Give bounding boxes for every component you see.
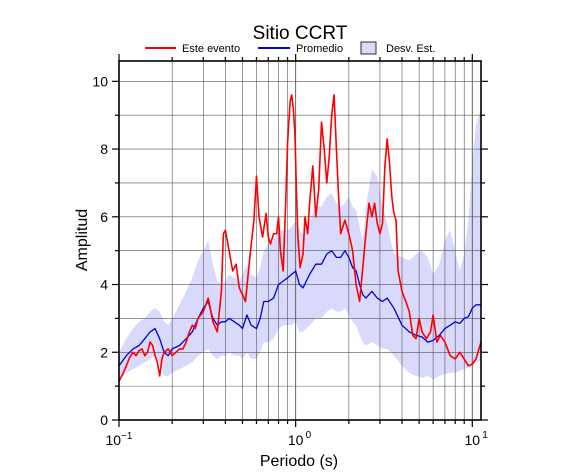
legend-label-band: Desv. Est. [386, 43, 435, 55]
std-band [119, 108, 481, 380]
x-axis-label: Periodo (s) [260, 453, 338, 470]
x-tick-label: 10 [465, 432, 481, 448]
y-tick-label: 6 [100, 209, 108, 225]
x-tick-exponent: 0 [306, 430, 312, 441]
y-tick-label: 10 [92, 73, 108, 89]
x-tick-label: 10−1 [106, 431, 133, 448]
legend-swatch-band [360, 41, 377, 55]
y-tick-label: 2 [100, 344, 108, 360]
legend: Este evento Promedio Desv. Est. [145, 41, 435, 55]
legend-label-mean: Promedio [296, 43, 343, 55]
series-este-evento-line [118, 94, 482, 382]
y-tick-label: 4 [100, 277, 108, 293]
y-tick-label: 8 [100, 141, 108, 157]
plot-frame [118, 60, 482, 421]
x-tick-exponent: 1 [482, 430, 488, 441]
legend-label-event: Este evento [182, 43, 240, 55]
chart-title: Sitio CCRT [253, 23, 348, 44]
y-axis-label: Amplitud [74, 209, 91, 271]
series-layer [118, 94, 482, 382]
grid [119, 61, 481, 420]
x-tick-label: 10 [288, 432, 304, 448]
y-tick-label: 0 [100, 412, 108, 428]
std-band-layer [119, 108, 481, 380]
